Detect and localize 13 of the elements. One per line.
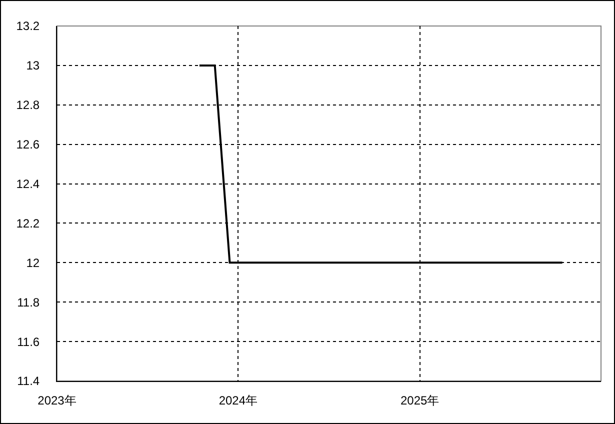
y-tick-label: 12.8 [16, 98, 40, 112]
y-tick-label: 13.2 [16, 19, 40, 34]
y-tick-label: 13 [26, 58, 40, 73]
x-tick-label: 2025年 [400, 393, 440, 408]
y-tick-label: 12.6 [16, 138, 40, 152]
y-tick-label: 12 [26, 256, 40, 270]
x-tick-label: 2023年 [38, 393, 76, 408]
y-tick-label: 12.4 [16, 176, 40, 191]
y-tick-label: 11.8 [17, 295, 40, 310]
y-tick-label: 11.4 [17, 374, 40, 388]
y-tick-label: 11.6 [17, 334, 40, 349]
y-tick-label: 12.2 [16, 216, 40, 230]
x-tick-label: 2024年 [218, 393, 258, 408]
